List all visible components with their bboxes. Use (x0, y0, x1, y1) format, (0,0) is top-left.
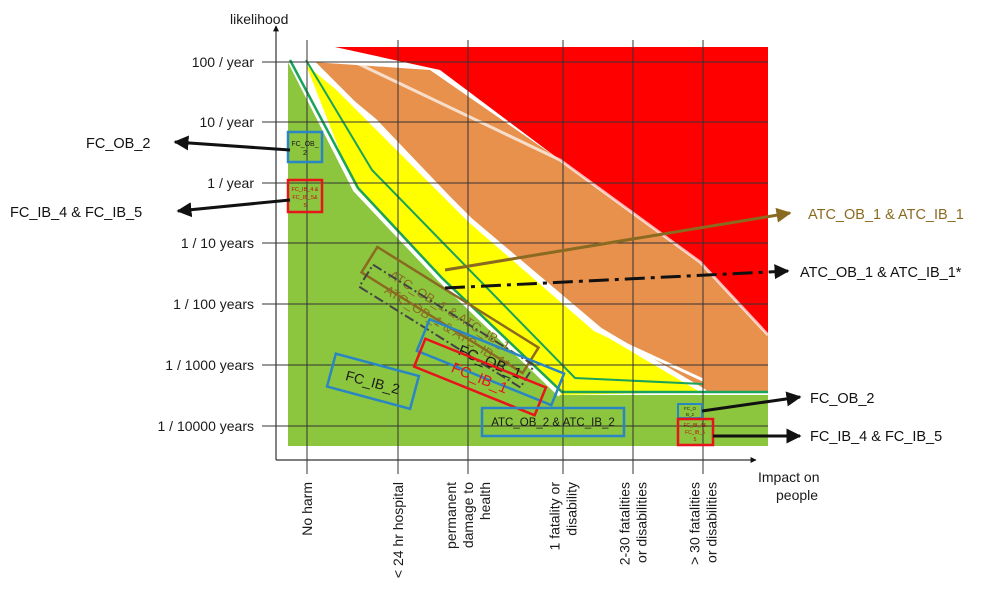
x-axis-title-line2: people (776, 487, 818, 503)
y-tick-label: 1 / 10000 years (157, 418, 254, 434)
callout-atc-ob1-star: ATC_OB_1 & ATC_IB_1* (800, 265, 962, 281)
svg-text:ATC_OB_2 & ATC_IB_2: ATC_OB_2 & ATC_IB_2 (491, 417, 615, 429)
box-atc-ob2: ATC_OB_2 & ATC_IB_2 (480, 406, 626, 438)
x-tick-label: > 30 fatalities or disabilities (687, 482, 720, 565)
svg-text:FC_IB_5: FC_IB_5 (685, 430, 705, 436)
x-tick-label-line: or disabilities (704, 482, 720, 563)
x-tick-label-line: disability (564, 482, 580, 536)
svg-text:2: 2 (303, 150, 307, 157)
svg-text:B_2: B_2 (686, 412, 695, 417)
y-tick-label: 1 / 1000 years (165, 357, 254, 373)
arrow-fc-ob2-left (173, 135, 291, 152)
x-tick-label: permanent damage to health (443, 482, 493, 549)
box-fc-ob2-left: FC_OB_ 2 (286, 130, 324, 164)
x-axis-title-line1: Impact on (758, 469, 819, 485)
x-tick-label-line: 2-30 fatalities (617, 482, 633, 565)
y-axis-title: likelihood (230, 11, 288, 27)
x-tick-label-line: or disabilities (634, 482, 650, 563)
zone-unacceptable (335, 47, 768, 335)
arrow-fc-ob2-right (701, 391, 802, 413)
x-tick-label-line: No harm (299, 482, 315, 536)
x-tick-label: No harm (299, 482, 315, 536)
svg-text:FC_O: FC_O (684, 406, 697, 411)
callout-fc-ib45-right: FC_IB_4 & FC_IB_5 (810, 429, 942, 445)
svg-text:5: 5 (303, 203, 306, 209)
zone-high (312, 62, 768, 392)
grid (262, 40, 768, 474)
x-tick-labels: No harm < 24 hr hospital permanent damage t… (299, 482, 720, 578)
y-tick-labels: 100 / year 10 / year 1 / year 1 / 10 years 1… (157, 54, 254, 434)
svg-text:FC_IB_4&: FC_IB_4& (683, 423, 707, 429)
y-tick-label: 1 / 100 years (173, 296, 254, 312)
y-tick-label: 100 / year (192, 54, 255, 70)
x-tick-label-line: permanent (443, 482, 459, 549)
svg-text:FC_OB_: FC_OB_ (291, 141, 318, 148)
x-tick-label-line: > 30 fatalities (687, 482, 703, 565)
svg-text:FC_IB_5&: FC_IB_5& (292, 195, 318, 201)
x-tick-label-line: 1 fatality or (547, 482, 563, 551)
y-tick-label: 1 / 10 years (181, 235, 254, 251)
x-tick-label-line: damage to (460, 482, 476, 548)
callout-fc-ob2-right: FC_OB_2 (810, 391, 874, 407)
x-tick-label: 1 fatality or disability (547, 482, 580, 551)
x-tick-label: 2-30 fatalities or disabilities (617, 482, 650, 565)
x-tick-label: < 24 hr hospital (390, 482, 406, 578)
y-tick-label: 10 / year (200, 114, 255, 130)
svg-text:FC_IB_4 &: FC_IB_4 & (292, 187, 319, 193)
y-tick-label: 1 / year (207, 175, 254, 191)
box-fc-ib45-right: FC_IB_4& FC_IB_5 5 (676, 417, 715, 447)
callout-atc-ob1: ATC_OB_1 & ATC_IB_1 (808, 207, 964, 223)
svg-text:5: 5 (694, 437, 697, 443)
x-tick-label-line: health (477, 482, 493, 520)
x-tick-label-line: < 24 hr hospital (390, 482, 406, 578)
callouts: FC_OB_2 FC_IB_4 & FC_IB_5 ATC_OB_1 & ATC… (10, 135, 964, 445)
callout-fc-ob2-left: FC_OB_2 (86, 136, 150, 152)
arrow-atc-ob1 (444, 207, 792, 272)
arrow-atc-ob1-star (444, 264, 790, 290)
risk-zones (288, 47, 770, 446)
zone-acceptable (288, 62, 768, 446)
box-fc-ib45-left: FC_IB_4 & FC_IB_5& 5 (286, 178, 324, 214)
axes (273, 25, 757, 463)
arrow-fc-ib45-left (176, 198, 291, 218)
callout-fc-ib45-left: FC_IB_4 & FC_IB_5 (10, 205, 142, 221)
